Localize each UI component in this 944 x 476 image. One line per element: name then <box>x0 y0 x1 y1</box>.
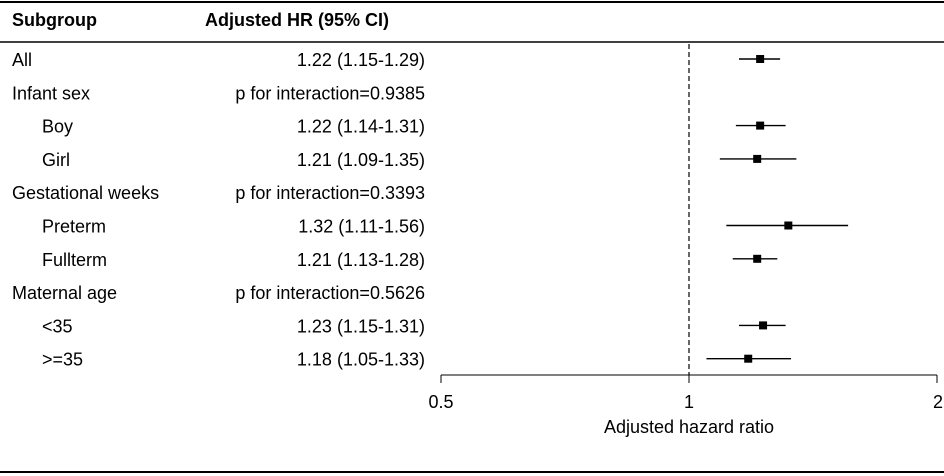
row-hr-text: 1.21 (1.13-1.28) <box>297 250 425 270</box>
x-tick-label: 2 <box>933 392 943 412</box>
hr-point <box>756 121 765 130</box>
hr-point <box>753 254 762 263</box>
row-interaction-p: p for interaction=0.5626 <box>235 283 425 303</box>
row-label: >=35 <box>42 350 83 370</box>
row-label: Girl <box>42 150 70 170</box>
row-hr-text: 1.23 (1.15-1.31) <box>297 316 425 336</box>
row-label: <35 <box>42 316 73 336</box>
row-label: Preterm <box>42 217 106 237</box>
hr-point <box>784 221 793 230</box>
row-label: Gestational weeks <box>12 183 159 203</box>
header-subgroup: Subgroup <box>12 10 97 30</box>
hr-point <box>744 354 753 363</box>
row-hr-text: 1.32 (1.11-1.56) <box>298 217 425 237</box>
row-hr-text: 1.18 (1.05-1.33) <box>297 350 425 370</box>
row-hr-text: 1.22 (1.14-1.31) <box>297 117 425 137</box>
x-tick-label: 1 <box>684 392 694 412</box>
row-interaction-p: p for interaction=0.9385 <box>235 83 425 103</box>
header-hr: Adjusted HR (95% CI) <box>205 10 389 30</box>
row-label: Infant sex <box>12 83 90 103</box>
row-label: Fullterm <box>42 250 107 270</box>
hr-point <box>756 55 765 63</box>
row-hr-text: 1.22 (1.15-1.29) <box>297 50 425 70</box>
x-axis-label: Adjusted hazard ratio <box>604 417 774 437</box>
row-hr-text: 1.21 (1.09-1.35) <box>297 150 425 170</box>
row-label: All <box>12 50 32 70</box>
row-label: Maternal age <box>12 283 117 303</box>
x-tick-label: 0.5 <box>428 392 453 412</box>
hr-point <box>759 321 768 330</box>
row-interaction-p: p for interaction=0.3393 <box>235 183 425 203</box>
hr-point <box>753 154 762 163</box>
row-label: Boy <box>42 117 73 137</box>
